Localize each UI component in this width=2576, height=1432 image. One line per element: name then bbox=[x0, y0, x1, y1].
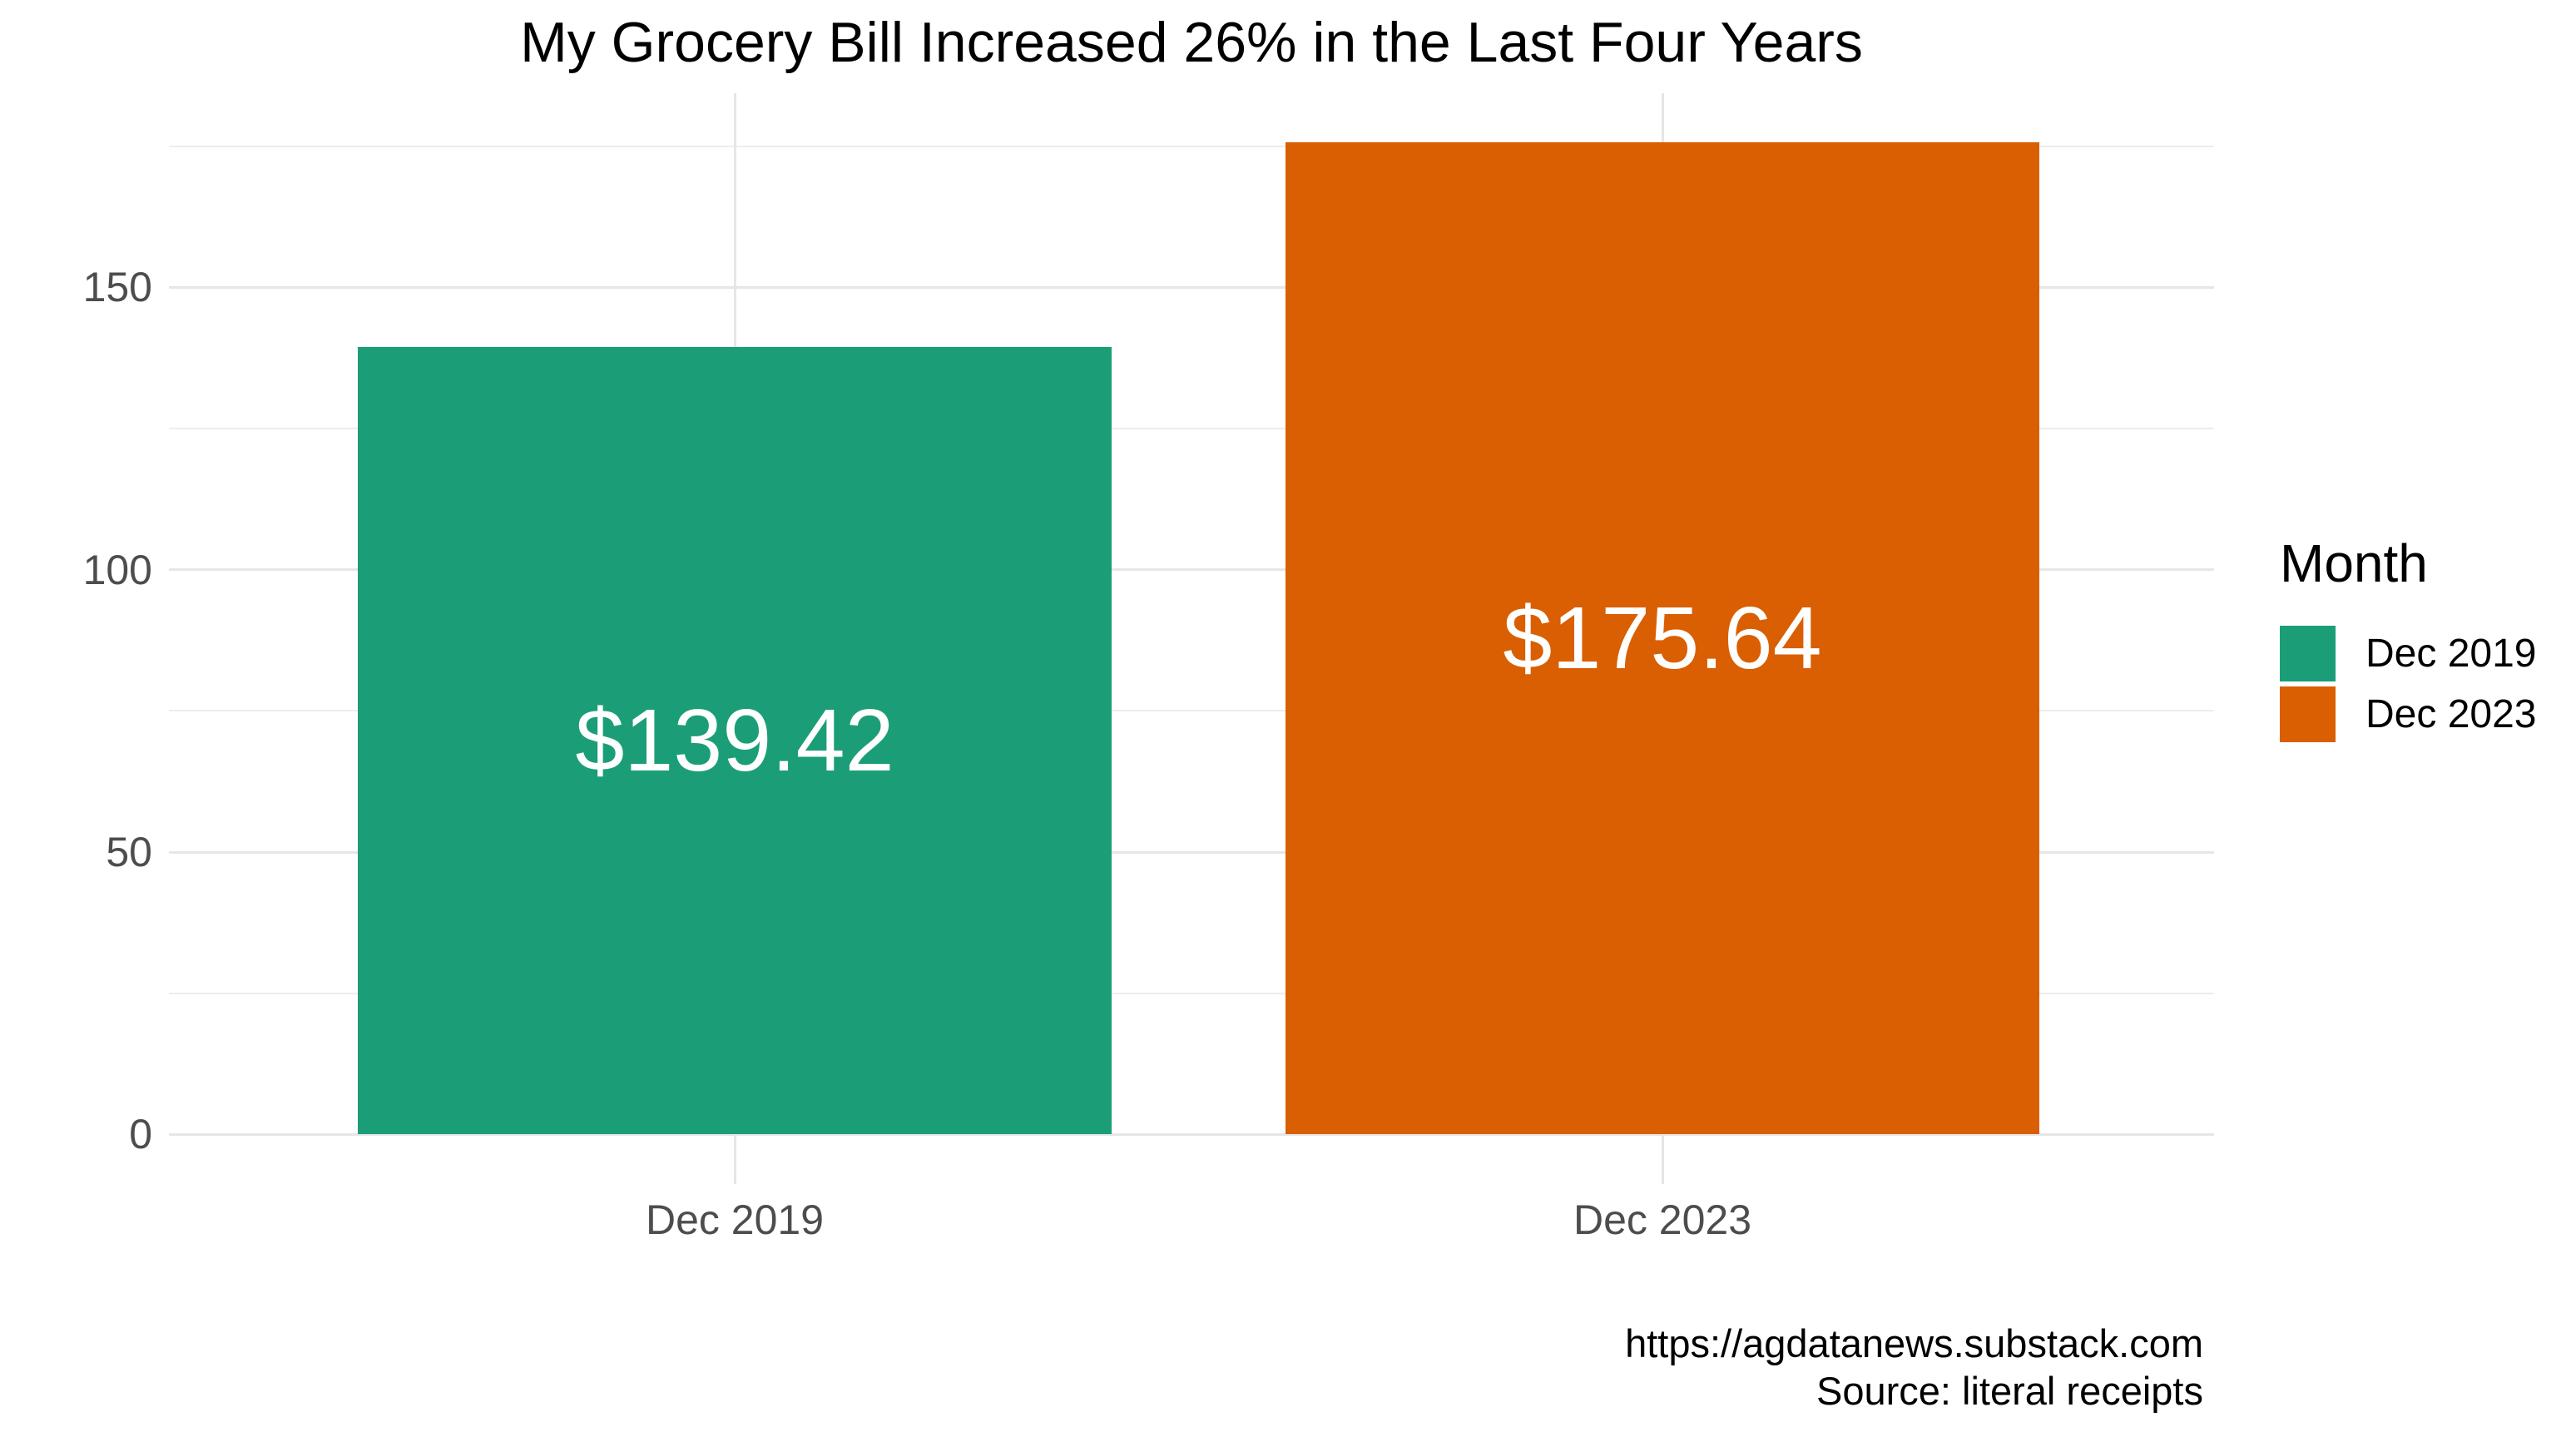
caption: https://agdatanews.substack.com Source: … bbox=[1625, 1320, 2203, 1415]
gridline-minor-y-75 bbox=[169, 710, 2214, 712]
legend-swatch-dec-2019 bbox=[2280, 626, 2336, 681]
y-axis-tick-label-100: 100 bbox=[82, 546, 152, 593]
caption-url: https://agdatanews.substack.com bbox=[1625, 1321, 2203, 1365]
legend-item-dec-2023: Dec 2023 bbox=[2280, 686, 2536, 742]
x-axis-label-dec-2019: Dec 2019 bbox=[645, 1197, 825, 1243]
gridline-major-y-0 bbox=[169, 1132, 2214, 1136]
gridline-major-y-50 bbox=[169, 850, 2214, 854]
legend-label-dec-2023: Dec 2023 bbox=[2365, 692, 2537, 736]
y-axis-tick-label-0: 0 bbox=[129, 1111, 152, 1158]
gridline-major-y-150 bbox=[169, 285, 2214, 289]
legend-title: Month bbox=[2280, 533, 2428, 593]
legend-label-dec-2019: Dec 2019 bbox=[2365, 632, 2537, 676]
bar-dec-2019: $139.42 bbox=[358, 347, 1112, 1135]
legend-item-dec-2019: Dec 2019 bbox=[2280, 626, 2536, 681]
plot-panel: $139.42 $175.64 bbox=[169, 93, 2214, 1184]
legend-swatch-dec-2023 bbox=[2280, 686, 2336, 742]
gridline-minor-y-125 bbox=[169, 428, 2214, 430]
x-axis-label-dec-2023: Dec 2023 bbox=[1573, 1197, 1752, 1243]
y-axis-tick-label-150: 150 bbox=[82, 264, 152, 311]
legend: Month Dec 2019 Dec 2023 bbox=[2280, 533, 2536, 747]
caption-source: Source: literal receipts bbox=[1816, 1369, 2203, 1413]
chart-title: My Grocery Bill Increased 26% in the Las… bbox=[520, 11, 1863, 74]
bar-value-label-dec-2023: $175.64 bbox=[1503, 588, 1822, 687]
bar-dec-2023: $175.64 bbox=[1286, 142, 2039, 1135]
gridline-minor-y-25 bbox=[169, 992, 2214, 994]
y-axis-tick-label-50: 50 bbox=[106, 829, 152, 875]
gridline-minor-y-175 bbox=[169, 145, 2214, 147]
bar-value-label-dec-2019: $139.42 bbox=[575, 691, 894, 790]
gridline-major-y-100 bbox=[169, 568, 2214, 572]
